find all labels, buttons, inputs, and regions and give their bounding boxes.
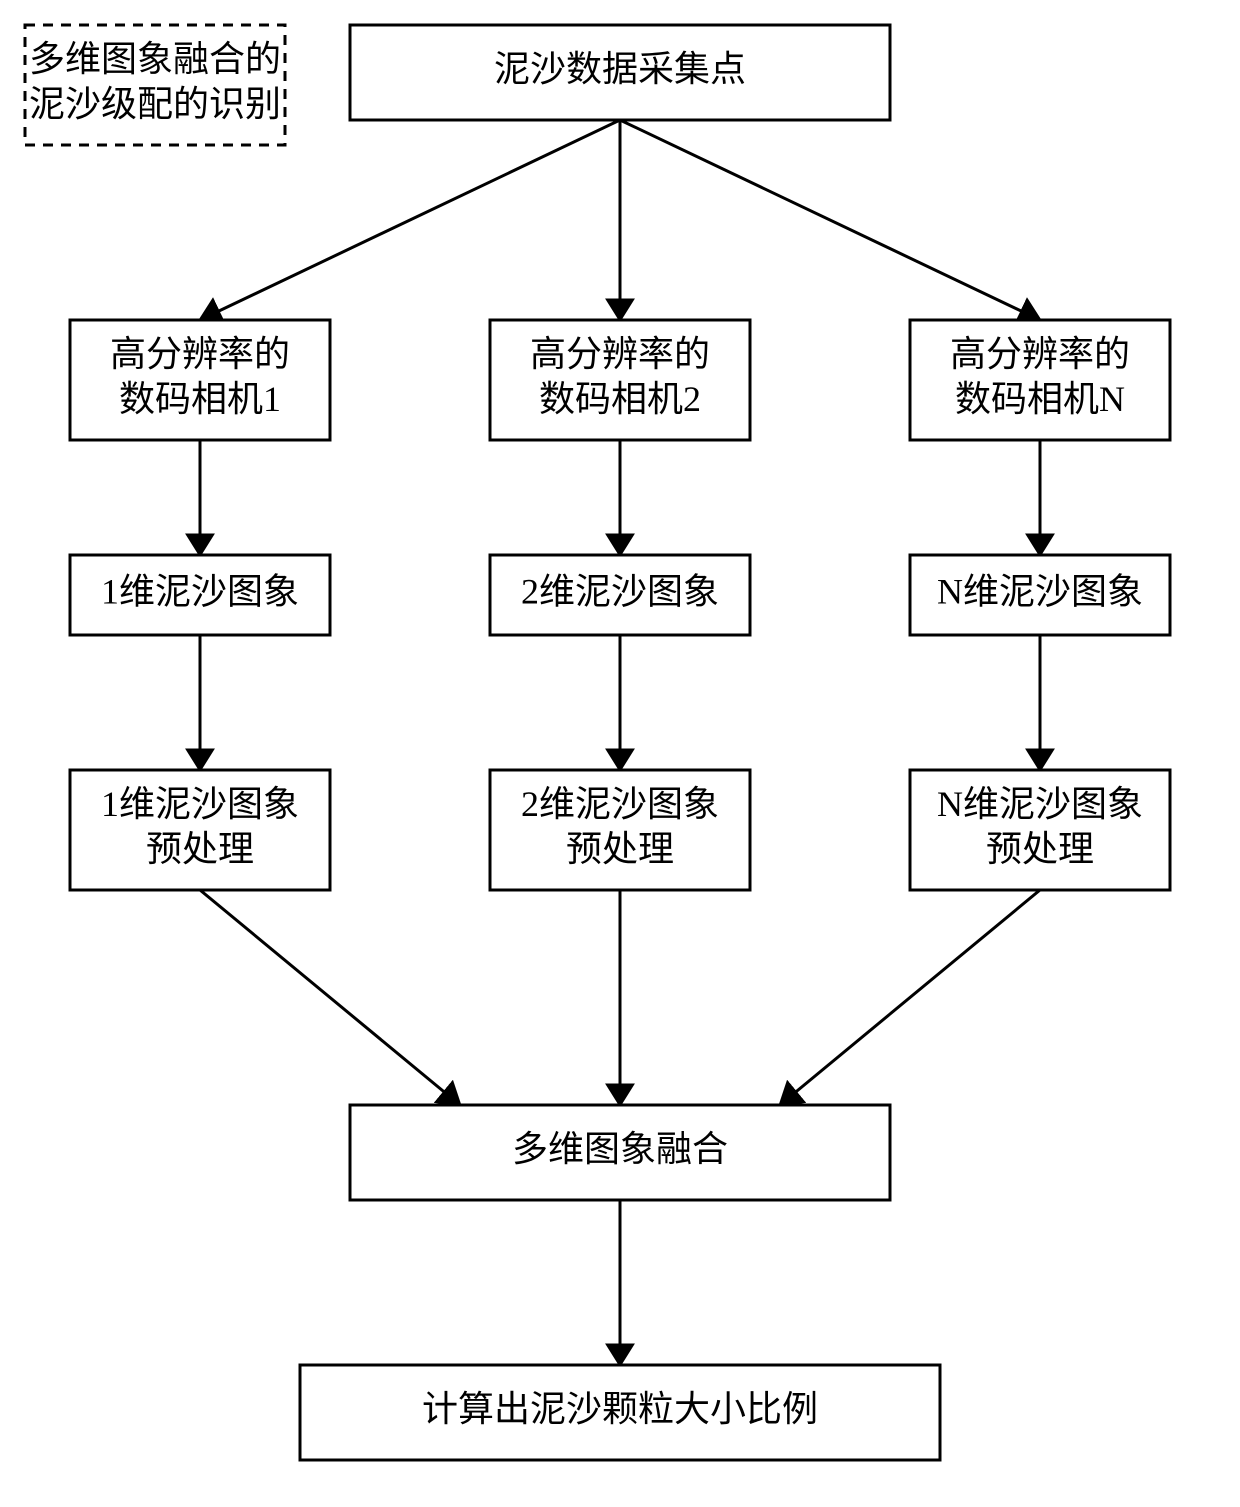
node-pre1-label-1: 预处理 <box>146 829 254 869</box>
node-legend-label-1: 泥沙级配的识别 <box>29 84 281 124</box>
node-img1: 1维泥沙图象 <box>70 555 330 635</box>
node-result-label-0: 计算出泥沙颗粒大小比例 <box>422 1389 818 1429</box>
node-pre1-label-0: 1维泥沙图象 <box>101 784 299 824</box>
node-preN: N维泥沙图象预处理 <box>910 770 1170 890</box>
node-preN-label-0: N维泥沙图象 <box>937 784 1143 824</box>
node-imgN: N维泥沙图象 <box>910 555 1170 635</box>
node-cam1-label-0: 高分辨率的 <box>110 334 290 374</box>
node-pre1: 1维泥沙图象预处理 <box>70 770 330 890</box>
node-cam1: 高分辨率的数码相机1 <box>70 320 330 440</box>
node-pre2-label-0: 2维泥沙图象 <box>521 784 719 824</box>
node-source-label-0: 泥沙数据采集点 <box>494 49 746 89</box>
node-camN: 高分辨率的数码相机N <box>910 320 1170 440</box>
node-fusion-label-0: 多维图象融合 <box>512 1129 728 1169</box>
flowchart-diagram: 多维图象融合的泥沙级配的识别泥沙数据采集点高分辨率的数码相机1高分辨率的数码相机… <box>0 0 1240 1507</box>
node-cam2: 高分辨率的数码相机2 <box>490 320 750 440</box>
node-fusion: 多维图象融合 <box>350 1105 890 1200</box>
node-result: 计算出泥沙颗粒大小比例 <box>300 1365 940 1460</box>
node-preN-label-1: 预处理 <box>986 829 1094 869</box>
node-img1-label-0: 1维泥沙图象 <box>101 571 299 611</box>
node-camN-label-1: 数码相机N <box>955 379 1125 419</box>
node-source: 泥沙数据采集点 <box>350 25 890 120</box>
node-pre2-label-1: 预处理 <box>566 829 674 869</box>
node-cam1-label-1: 数码相机1 <box>119 379 281 419</box>
node-pre2: 2维泥沙图象预处理 <box>490 770 750 890</box>
node-img2: 2维泥沙图象 <box>490 555 750 635</box>
node-imgN-label-0: N维泥沙图象 <box>937 571 1143 611</box>
node-camN-label-0: 高分辨率的 <box>950 334 1130 374</box>
node-legend: 多维图象融合的泥沙级配的识别 <box>25 25 285 145</box>
node-img2-label-0: 2维泥沙图象 <box>521 571 719 611</box>
node-legend-label-0: 多维图象融合的 <box>29 39 281 79</box>
node-cam2-label-1: 数码相机2 <box>539 379 701 419</box>
node-cam2-label-0: 高分辨率的 <box>530 334 710 374</box>
